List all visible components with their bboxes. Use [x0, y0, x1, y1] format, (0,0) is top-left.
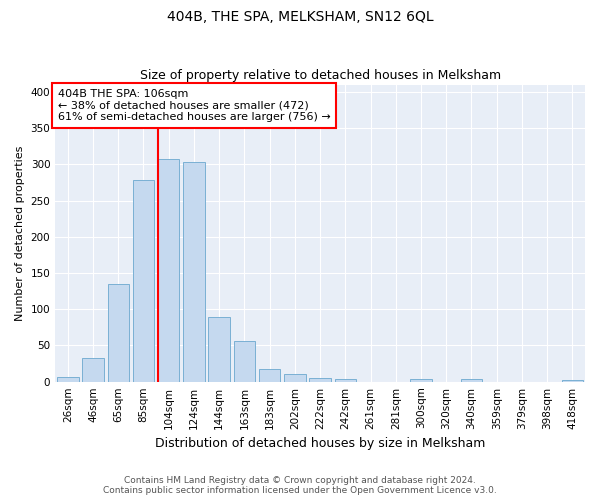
Bar [310, 378, 331, 382]
Bar [233, 341, 255, 382]
Bar [335, 379, 356, 382]
Bar [107, 284, 129, 382]
Bar [284, 374, 305, 382]
Bar [133, 180, 154, 382]
Bar [410, 379, 432, 382]
X-axis label: Distribution of detached houses by size in Melksham: Distribution of detached houses by size … [155, 437, 485, 450]
Bar [183, 162, 205, 382]
Text: 404B, THE SPA, MELKSHAM, SN12 6QL: 404B, THE SPA, MELKSHAM, SN12 6QL [167, 10, 433, 24]
Bar [259, 368, 280, 382]
Bar [82, 358, 104, 382]
Bar [208, 317, 230, 382]
Text: Contains HM Land Registry data © Crown copyright and database right 2024.
Contai: Contains HM Land Registry data © Crown c… [103, 476, 497, 495]
Text: 404B THE SPA: 106sqm
← 38% of detached houses are smaller (472)
61% of semi-deta: 404B THE SPA: 106sqm ← 38% of detached h… [58, 89, 331, 122]
Title: Size of property relative to detached houses in Melksham: Size of property relative to detached ho… [140, 69, 500, 82]
Bar [461, 379, 482, 382]
Y-axis label: Number of detached properties: Number of detached properties [15, 146, 25, 321]
Bar [158, 159, 179, 382]
Bar [562, 380, 583, 382]
Bar [57, 378, 79, 382]
